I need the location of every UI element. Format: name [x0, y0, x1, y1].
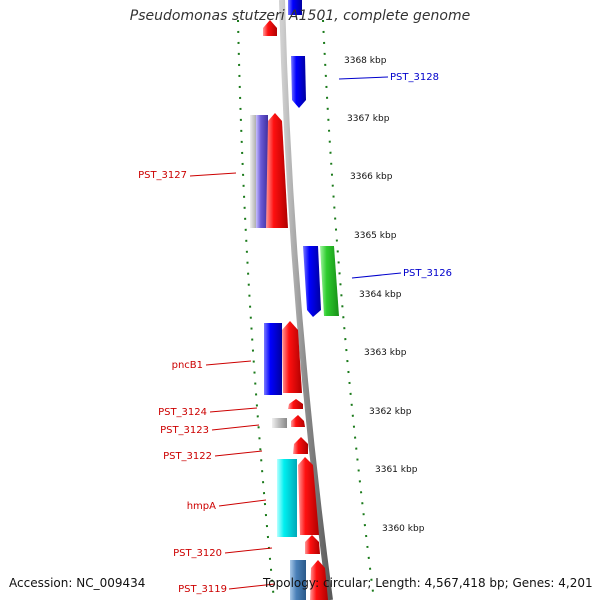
gene-label-pst-3120[interactable]: PST_3120 — [173, 548, 222, 559]
gene-features — [250, 0, 339, 600]
gene-feature — [264, 323, 282, 395]
accession-text: Accession: NC_009434 — [9, 576, 146, 590]
leader-line — [209, 407, 258, 413]
gene-labels: PST_3128 PST_3127 PST_3126 pncB1 PST_312… — [138, 72, 452, 595]
leader-line — [205, 360, 252, 366]
kbp-tick-label: 3368 kbp — [344, 56, 387, 66]
kbp-tick-label: 3364 kbp — [359, 290, 402, 300]
leader-line — [218, 499, 267, 507]
gene-feature-pst-3120 — [305, 535, 320, 554]
gene-feature — [290, 560, 306, 600]
gene-label-pst-3122[interactable]: PST_3122 — [163, 451, 212, 462]
kbp-tick-label: 3366 kbp — [350, 172, 393, 182]
gene-feature-pst-3119 — [310, 560, 328, 600]
gene-feature-pst-3127 — [266, 113, 288, 228]
gene-feature — [303, 246, 321, 317]
gene-feature — [277, 459, 297, 537]
gene-feature-hmpa — [298, 457, 319, 535]
leader-line — [338, 76, 389, 80]
left-dotted-track — [237, 19, 275, 600]
gene-label-pst-3123[interactable]: PST_3123 — [160, 425, 209, 436]
kbp-tick-label: 3361 kbp — [375, 465, 418, 475]
gene-feature — [256, 115, 268, 228]
genome-backbone — [279, 0, 333, 600]
leader-line — [211, 424, 260, 431]
gene-label-pst-3126[interactable]: PST_3126 — [403, 268, 452, 279]
kbp-tick-label: 3365 kbp — [354, 231, 397, 241]
map-title: Pseudomonas stutzeri A1501, complete gen… — [129, 8, 471, 24]
gene-feature — [250, 115, 260, 228]
leader-line — [189, 172, 237, 177]
gene-label-pst-3128[interactable]: PST_3128 — [390, 72, 439, 83]
gene-feature — [288, 0, 302, 15]
gene-feature-pst-3126 — [320, 246, 339, 316]
gene-feature-pst-3123 — [291, 415, 305, 427]
leader-line — [351, 272, 402, 279]
gene-label-pst-3124[interactable]: PST_3124 — [158, 407, 207, 418]
gene-label-pncb1[interactable]: pncB1 — [172, 360, 203, 371]
kbp-tick-label: 3360 kbp — [382, 524, 425, 534]
gene-label-leaders — [189, 76, 402, 590]
gene-label-pst-3127[interactable]: PST_3127 — [138, 170, 187, 181]
leader-line — [228, 583, 276, 590]
kbp-tick-label: 3362 kbp — [369, 407, 412, 417]
gene-feature-pst-3122 — [293, 437, 308, 454]
gene-feature — [272, 418, 287, 428]
leader-line — [224, 547, 273, 554]
gene-label-pst-3119[interactable]: PST_3119 — [178, 584, 227, 595]
gene-feature-pst-3124 — [288, 399, 303, 409]
gene-label-hmpa[interactable]: hmpA — [187, 501, 216, 512]
leader-line — [214, 450, 263, 457]
kbp-tick-label: 3367 kbp — [347, 114, 390, 124]
kbp-ticks: 3368 kbp 3367 kbp 3366 kbp 3365 kbp 3364… — [344, 56, 425, 534]
gene-feature — [263, 20, 277, 36]
gene-feature-pst-3128 — [291, 56, 306, 108]
topology-text: Topology: circular; Length: 4,567,418 bp… — [263, 576, 593, 590]
gene-feature-pncb1 — [282, 321, 302, 393]
kbp-tick-label: 3363 kbp — [364, 348, 407, 358]
